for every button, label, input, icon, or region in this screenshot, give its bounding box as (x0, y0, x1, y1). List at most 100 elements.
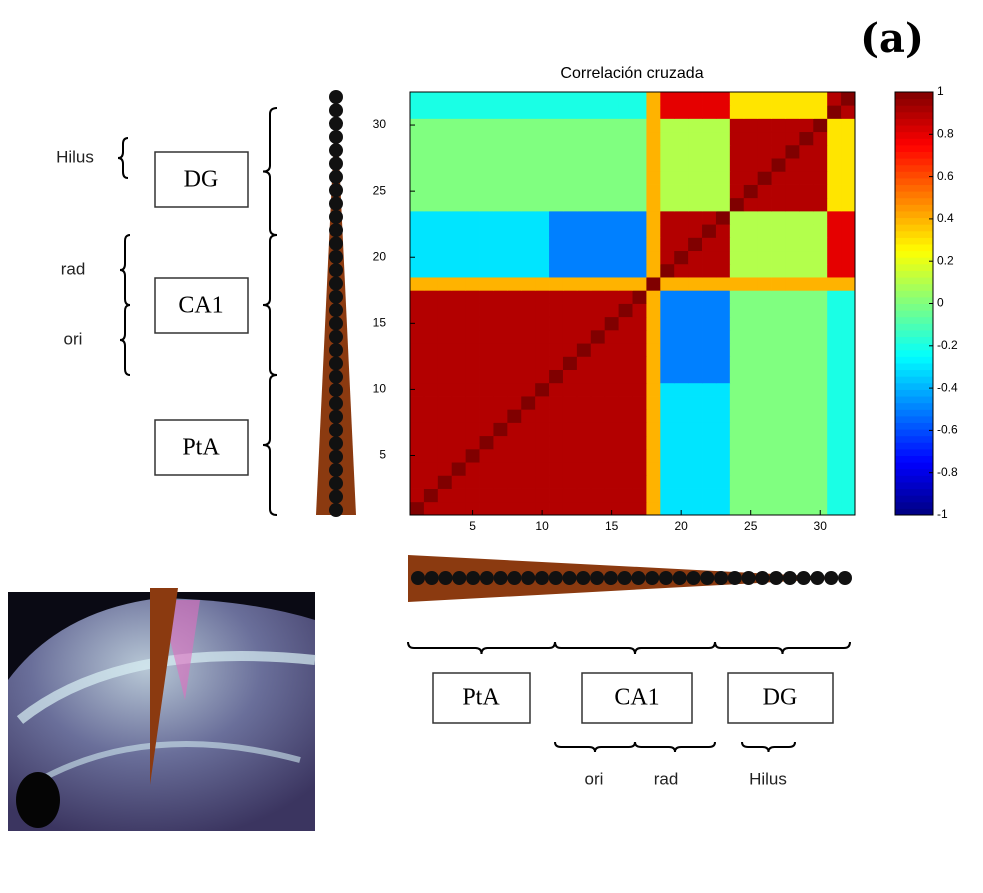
heatmap-cell (604, 263, 619, 278)
heatmap-cell (799, 158, 814, 172)
region-label: PtA (462, 685, 500, 711)
heatmap-cell (785, 224, 800, 238)
electrode (411, 571, 425, 585)
heatmap-cell (813, 197, 828, 212)
heatmap-cell (715, 343, 731, 357)
heatmap-cell (423, 435, 439, 450)
heatmap-cell (618, 343, 633, 357)
heatmap-cell (451, 462, 467, 476)
heatmap-cell (549, 250, 564, 265)
heatmap-cell (827, 409, 842, 423)
heatmap-cell (535, 435, 550, 450)
electrode (590, 571, 605, 585)
heatmap-cell (813, 316, 828, 331)
heatmap-cell (465, 329, 480, 344)
heatmap-cell (646, 210, 661, 225)
heatmap-cell (590, 263, 606, 278)
electrode (329, 383, 343, 398)
heatmap-cell (479, 263, 494, 278)
heatmap-cell (771, 369, 786, 384)
heatmap-cell (465, 197, 480, 212)
heatmap-cell (618, 92, 633, 106)
colorbar-swatch (895, 448, 933, 457)
heatmap-cell (507, 316, 522, 331)
heatmap-cell (785, 448, 800, 463)
heatmap-cell (785, 343, 800, 357)
colorbar-swatch (895, 376, 933, 384)
heatmap-cell (576, 409, 592, 423)
heatmap-cell (757, 462, 772, 476)
heatmap-cell (715, 131, 731, 146)
heatmap-cell (423, 501, 439, 516)
heatmap-cell (604, 369, 619, 384)
heatmap-cell (590, 210, 606, 225)
heatmap-cell (465, 171, 480, 185)
box (432, 672, 531, 724)
heatmap-cell (451, 210, 467, 225)
heatmap-cell (618, 263, 633, 278)
electrode (329, 223, 343, 238)
heatmap-cell (715, 501, 731, 516)
heatmap-cell (451, 409, 467, 423)
heatmap-cell (729, 422, 745, 437)
heatmap-cell (451, 501, 467, 516)
brace (634, 741, 716, 753)
electrode (424, 571, 439, 585)
heatmap-cell (729, 184, 745, 199)
heatmap-cell (423, 92, 439, 106)
heatmap-cell (437, 171, 453, 185)
heatmap-cell (827, 290, 842, 304)
heatmap-cell (743, 396, 759, 410)
heatmap-cell (618, 210, 633, 225)
electrode (329, 409, 343, 424)
heatmap-cell (674, 197, 689, 212)
heatmap-cell (618, 158, 633, 172)
heatmap-cell (841, 422, 856, 437)
heatmap-cell (521, 237, 536, 252)
heatmap-cell (479, 369, 494, 384)
heatmap-cell (688, 158, 703, 172)
heatmap-cell (715, 475, 731, 489)
electrode (782, 571, 797, 585)
electrode (329, 463, 343, 478)
heatmap-cell (674, 131, 689, 146)
heatmap-cell (451, 250, 467, 265)
heatmap-cell (799, 422, 814, 437)
heatmap-cell (646, 197, 661, 212)
heatmap-cell (646, 237, 661, 252)
heatmap-cell (410, 343, 425, 357)
heatmap-cell (493, 396, 508, 410)
heatmap-cell (757, 144, 772, 159)
heatmap-cell (688, 462, 703, 476)
heatmap-cell (632, 197, 647, 212)
heatmap-cell (618, 303, 633, 318)
heatmap-cell (646, 171, 661, 185)
heatmap-cell (688, 224, 703, 238)
heatmap-cell (813, 105, 828, 119)
heatmap-cell (590, 118, 606, 133)
heatmap-cell (646, 488, 661, 503)
heatmap-cell (813, 448, 828, 463)
heatmap-cell (590, 462, 606, 476)
heatmap-cell (715, 184, 731, 199)
heatmap-cell (590, 448, 606, 463)
electrode (329, 436, 343, 451)
heatmap-cell (632, 210, 647, 225)
heatmap-cell (465, 316, 480, 331)
heatmap-cell (660, 210, 675, 225)
heatmap-cell (743, 158, 759, 172)
colorbar-swatch (895, 290, 933, 298)
heatmap-cell (757, 448, 772, 463)
heatmap-cell (771, 237, 786, 252)
colorbar-tick-label: -0.6 (937, 423, 958, 437)
heatmap-cell (507, 290, 522, 304)
heatmap-cell (493, 158, 508, 172)
heatmap-cell (604, 158, 619, 172)
colorbar-swatch (895, 462, 933, 470)
heatmap-cell (674, 329, 689, 344)
heatmap-cell (576, 382, 592, 397)
heatmap-cell (437, 118, 453, 133)
heatmap-cell (632, 422, 647, 437)
heatmap-cell (674, 250, 689, 265)
heatmap-cell (410, 501, 425, 516)
